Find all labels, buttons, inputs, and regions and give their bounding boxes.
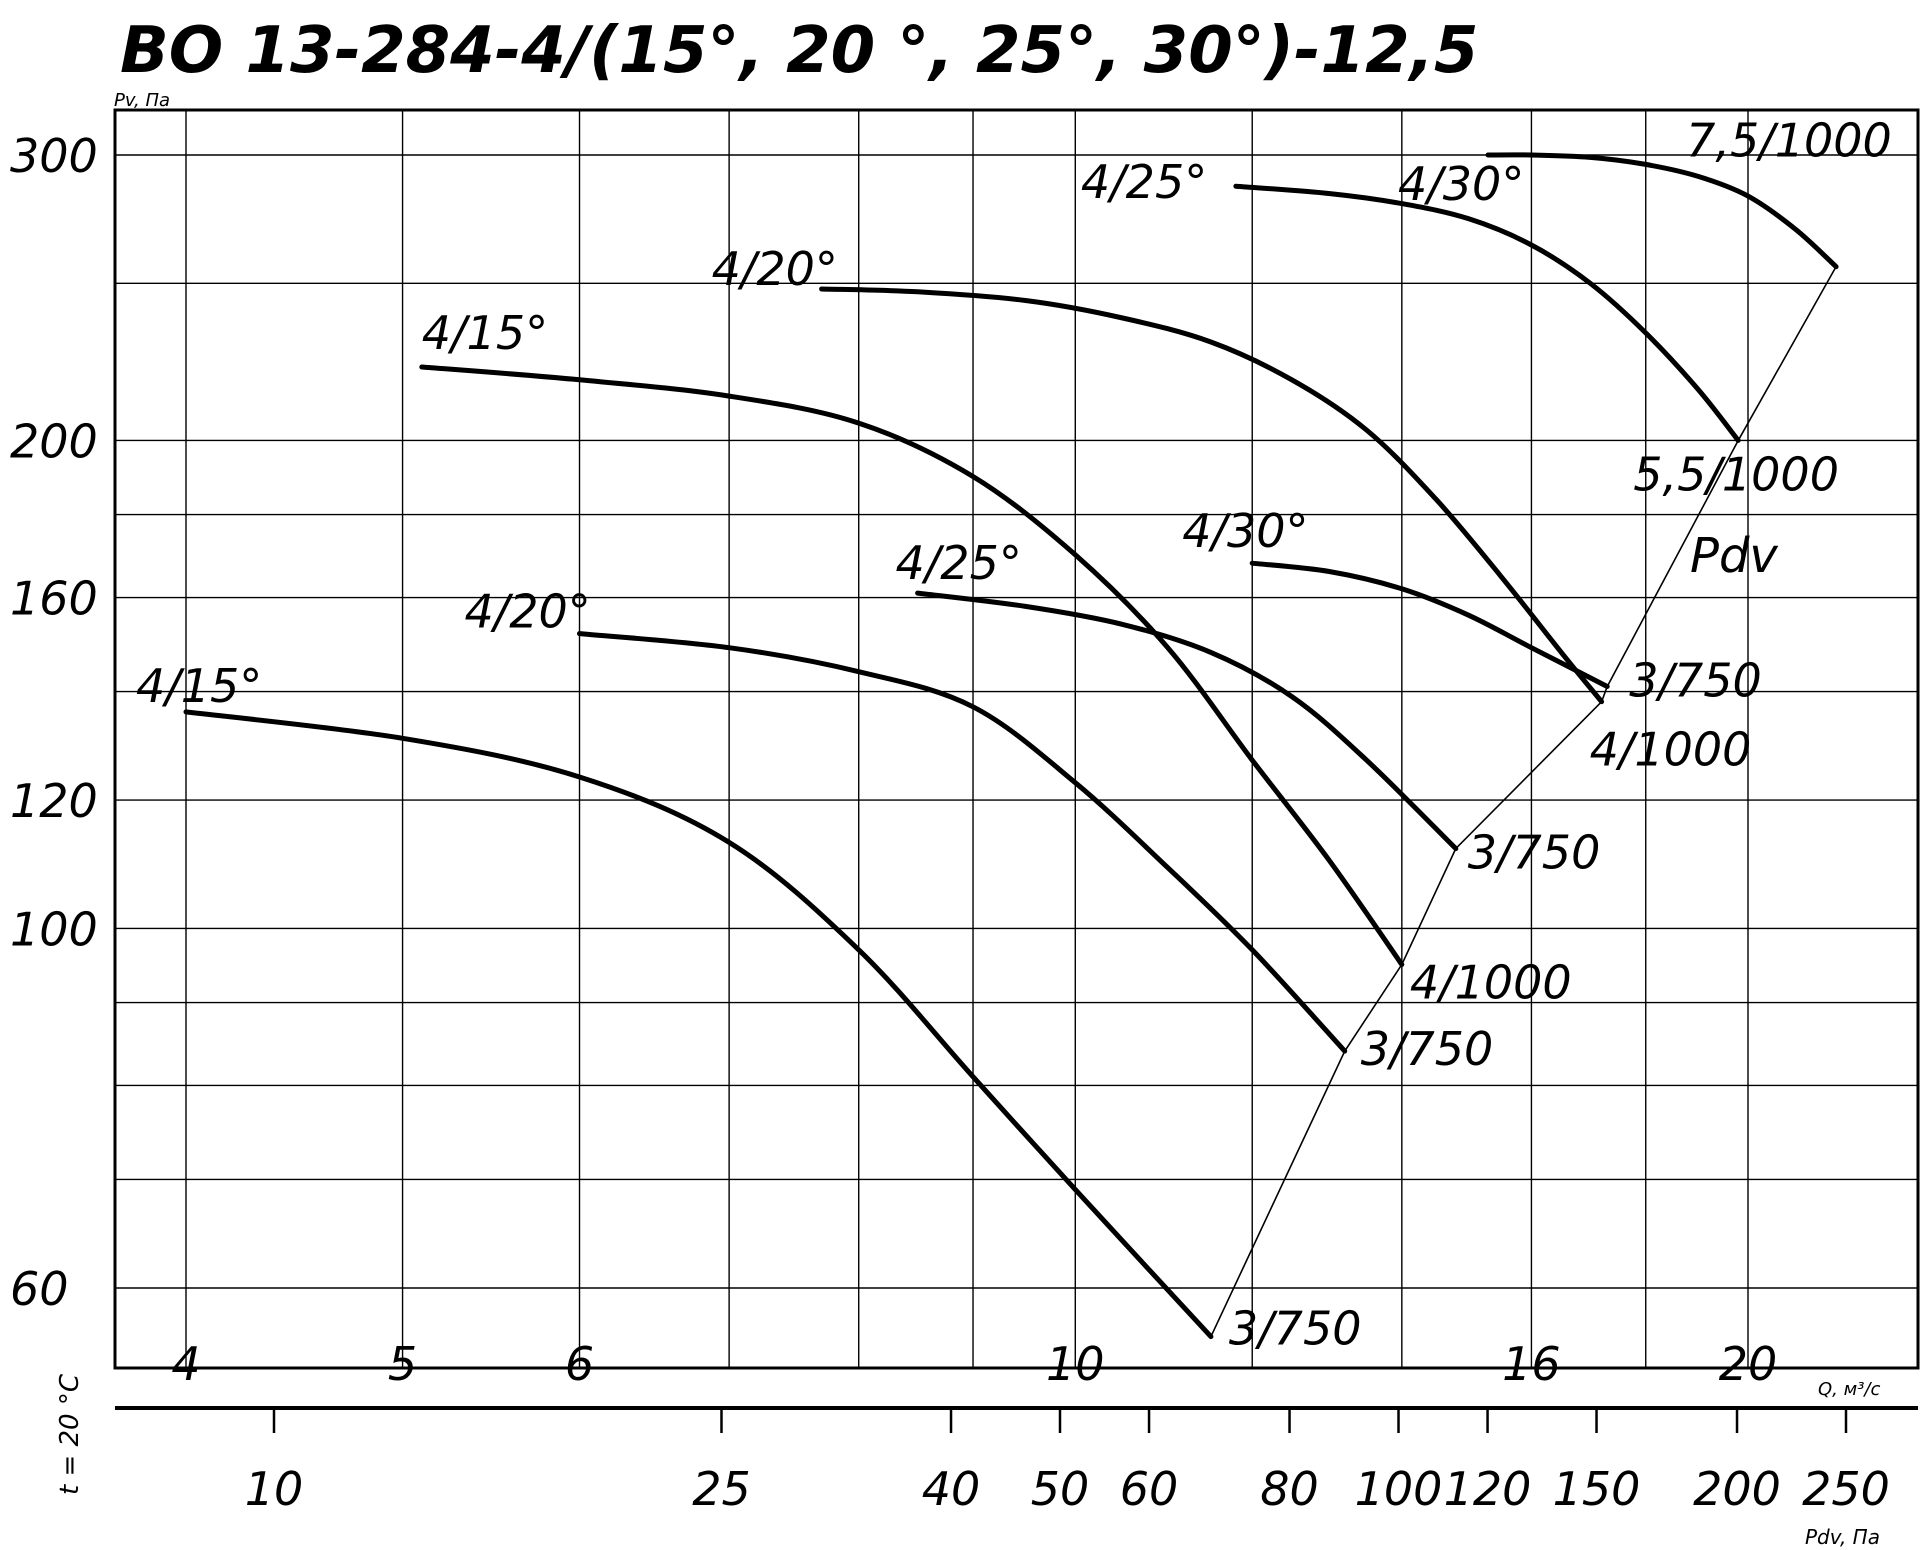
series-label: 4/25° bbox=[896, 536, 1022, 590]
pdv-tick-label: 80 bbox=[1260, 1462, 1319, 1516]
series-end-label: 3/750 bbox=[1629, 654, 1762, 708]
plot-frame bbox=[113, 108, 1920, 1370]
series-end-label: 4/1000 bbox=[1410, 956, 1572, 1010]
series-curves bbox=[183, 152, 1839, 1340]
pdv-tick-label: 40 bbox=[922, 1462, 981, 1516]
pdv-tick-label: 120 bbox=[1444, 1462, 1532, 1516]
chart-title: ВО 13-284-4/(15°, 20 °, 25°, 30°)-12,5 bbox=[120, 14, 1478, 88]
x-tick-label: 6 bbox=[565, 1337, 594, 1391]
pdv-axis-label: Pdv, Па bbox=[1805, 1525, 1880, 1549]
series-label: 4/30° bbox=[1182, 504, 1308, 558]
series-label: 4/15° bbox=[422, 306, 548, 360]
y-tick-label: 300 bbox=[10, 129, 98, 183]
y-axis-label: Pv, Па bbox=[114, 90, 170, 111]
pdv-axis: 10 25 40 50 60 80 100 120 150 200 250 bbox=[115, 1406, 1918, 1516]
series-line bbox=[1233, 183, 1741, 443]
x-tick-label: 16 bbox=[1502, 1337, 1561, 1391]
pdv-tick-label: 150 bbox=[1553, 1462, 1641, 1516]
pdv-tick-label: 50 bbox=[1031, 1462, 1090, 1516]
series-label: 4/20° bbox=[712, 242, 838, 296]
series-labels: 4/15° 3/750 4/20° 3/750 4/25° 3/750 4/30° 3/750… bbox=[136, 114, 1892, 1356]
series-label: 4/30° bbox=[1398, 157, 1524, 211]
pdv-tick-label: 25 bbox=[692, 1462, 751, 1516]
pdv-tick-label: 60 bbox=[1120, 1462, 1179, 1516]
y-tick-label: 60 bbox=[10, 1262, 69, 1316]
x-tick-label: 20 bbox=[1719, 1337, 1778, 1391]
x-tick-labels: 4 5 6 10 16 20 bbox=[171, 1337, 1777, 1391]
y-tick-label: 120 bbox=[10, 774, 98, 828]
series-end-label: 3/750 bbox=[1361, 1022, 1494, 1076]
series-line bbox=[1485, 152, 1839, 270]
series-line bbox=[183, 709, 1214, 1340]
y-tick-label: 160 bbox=[10, 572, 98, 626]
series-end-label: 4/1000 bbox=[1590, 723, 1752, 777]
y-tick-labels: 300 200 160 120 100 60 bbox=[10, 129, 98, 1316]
pdv-tick-label: 10 bbox=[245, 1462, 304, 1516]
series-label: 4/15° bbox=[136, 659, 262, 713]
y-tick-label: 200 bbox=[10, 414, 98, 468]
series-label: 4/20° bbox=[465, 585, 591, 639]
series-label: 4/25° bbox=[1081, 155, 1207, 209]
y-tick-label: 100 bbox=[10, 902, 98, 956]
x-tick-label: 10 bbox=[1046, 1337, 1105, 1391]
series-end-label: 7,5/1000 bbox=[1686, 114, 1892, 168]
pdv-line bbox=[1210, 266, 1837, 1337]
pdv-line-label: Pdv bbox=[1690, 528, 1778, 584]
series-line bbox=[419, 364, 1405, 967]
temperature-label: t = 20 °C bbox=[55, 1373, 85, 1495]
pdv-tick-label: 200 bbox=[1693, 1462, 1781, 1516]
pdv-diagonal-line bbox=[1210, 266, 1837, 1337]
x-axis-label: Q, м³/с bbox=[1818, 1379, 1880, 1400]
pdv-tick-label: 100 bbox=[1355, 1462, 1443, 1516]
series-end-label: 3/750 bbox=[1229, 1302, 1362, 1356]
series-line bbox=[819, 286, 1605, 705]
series-end-label: 5,5/1000 bbox=[1633, 447, 1839, 501]
series-end-label: 3/750 bbox=[1468, 826, 1601, 880]
pdv-tick-label: 250 bbox=[1802, 1462, 1890, 1516]
series-line bbox=[577, 631, 1348, 1054]
series-line bbox=[915, 590, 1459, 852]
x-tick-label: 5 bbox=[388, 1337, 417, 1391]
series-line bbox=[1249, 560, 1610, 689]
x-tick-label: 4 bbox=[171, 1337, 200, 1391]
